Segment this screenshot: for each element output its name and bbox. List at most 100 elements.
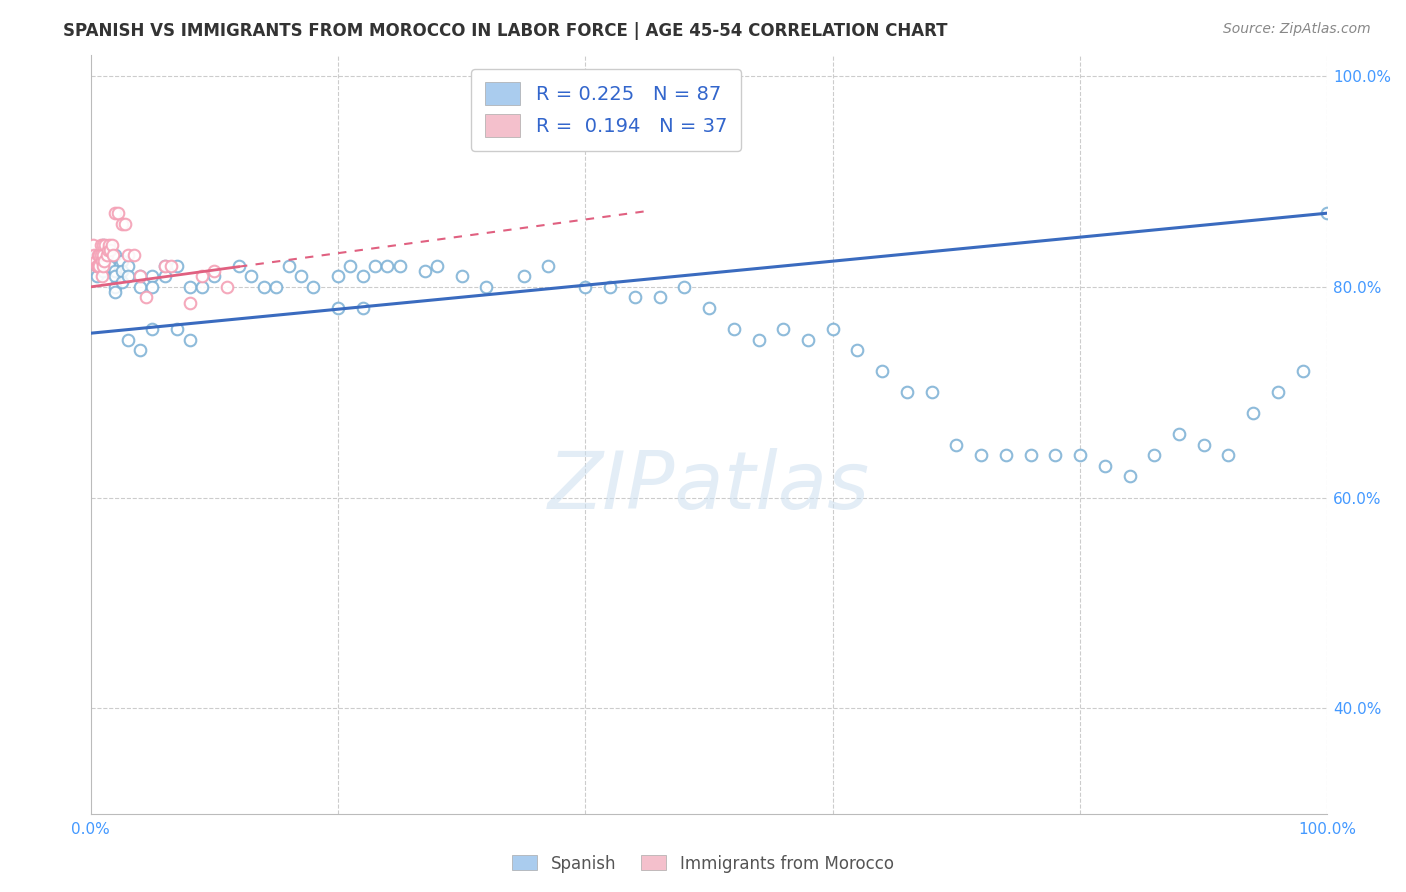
Point <box>599 280 621 294</box>
Point <box>388 259 411 273</box>
Point <box>91 253 114 268</box>
Point <box>93 253 115 268</box>
Point <box>945 438 967 452</box>
Point <box>179 280 201 294</box>
Legend: R = 0.225   N = 87, R =  0.194   N = 37: R = 0.225 N = 87, R = 0.194 N = 37 <box>471 69 741 151</box>
Point <box>277 259 299 273</box>
Point <box>86 248 108 262</box>
Point <box>290 269 312 284</box>
Point <box>89 259 111 273</box>
Point <box>821 322 844 336</box>
Point <box>648 290 671 304</box>
Point <box>240 269 263 284</box>
Point <box>91 237 114 252</box>
Point <box>90 253 112 268</box>
Point <box>91 264 114 278</box>
Point <box>253 280 276 294</box>
Point <box>1045 449 1067 463</box>
Point <box>110 264 132 278</box>
Point <box>153 259 176 273</box>
Point <box>166 259 188 273</box>
Point <box>141 280 163 294</box>
Point <box>91 248 114 262</box>
Point <box>104 269 127 284</box>
Point <box>107 206 129 220</box>
Point <box>450 269 472 284</box>
Text: Source: ZipAtlas.com: Source: ZipAtlas.com <box>1223 22 1371 37</box>
Point <box>364 259 387 273</box>
Point <box>104 285 127 300</box>
Point <box>326 301 349 315</box>
Point <box>117 248 139 262</box>
Point <box>512 269 534 284</box>
Point <box>87 248 110 262</box>
Point <box>141 322 163 336</box>
Point <box>215 280 238 294</box>
Point <box>94 237 117 252</box>
Point <box>352 269 374 284</box>
Text: SPANISH VS IMMIGRANTS FROM MOROCCO IN LABOR FORCE | AGE 45-54 CORRELATION CHART: SPANISH VS IMMIGRANTS FROM MOROCCO IN LA… <box>63 22 948 40</box>
Point <box>91 248 114 262</box>
Point <box>110 253 132 268</box>
Point <box>98 237 121 252</box>
Point <box>772 322 794 336</box>
Point <box>91 237 114 252</box>
Point <box>104 248 127 262</box>
Point <box>97 243 120 257</box>
Point <box>624 290 647 304</box>
Point <box>574 280 596 294</box>
Point <box>1069 449 1091 463</box>
Point <box>86 269 108 284</box>
Point <box>160 259 183 273</box>
Point <box>1168 427 1191 442</box>
Point <box>91 243 114 257</box>
Point <box>1143 449 1166 463</box>
Point <box>191 280 214 294</box>
Point <box>870 364 893 378</box>
Point <box>970 449 993 463</box>
Point <box>1094 458 1116 473</box>
Point <box>697 301 720 315</box>
Point <box>166 322 188 336</box>
Point <box>377 259 399 273</box>
Point <box>87 259 110 273</box>
Point <box>1118 469 1140 483</box>
Point <box>129 280 152 294</box>
Point <box>264 280 287 294</box>
Point <box>96 248 118 262</box>
Point <box>98 259 121 273</box>
Point <box>426 259 449 273</box>
Point <box>326 269 349 284</box>
Point <box>104 264 127 278</box>
Point <box>747 333 769 347</box>
Point <box>82 237 104 252</box>
Text: ZIPatlas: ZIPatlas <box>548 449 870 526</box>
Point <box>475 280 498 294</box>
Point <box>1292 364 1315 378</box>
Point <box>84 253 107 268</box>
Point <box>153 269 176 284</box>
Point <box>1267 385 1289 400</box>
Point <box>202 269 225 284</box>
Point <box>90 269 112 284</box>
Point <box>1241 406 1264 420</box>
Point <box>89 248 111 262</box>
Point <box>673 280 696 294</box>
Point <box>994 449 1017 463</box>
Point <box>86 259 108 273</box>
Point <box>117 269 139 284</box>
Point <box>135 290 157 304</box>
Point <box>228 259 250 273</box>
Point <box>129 343 152 357</box>
Point <box>896 385 918 400</box>
Point <box>98 253 121 268</box>
Point <box>110 275 132 289</box>
Point <box>1316 206 1339 220</box>
Point <box>110 217 132 231</box>
Point <box>179 333 201 347</box>
Point <box>86 259 108 273</box>
Point <box>202 264 225 278</box>
Point <box>101 248 124 262</box>
Point <box>797 333 820 347</box>
Point <box>122 248 145 262</box>
